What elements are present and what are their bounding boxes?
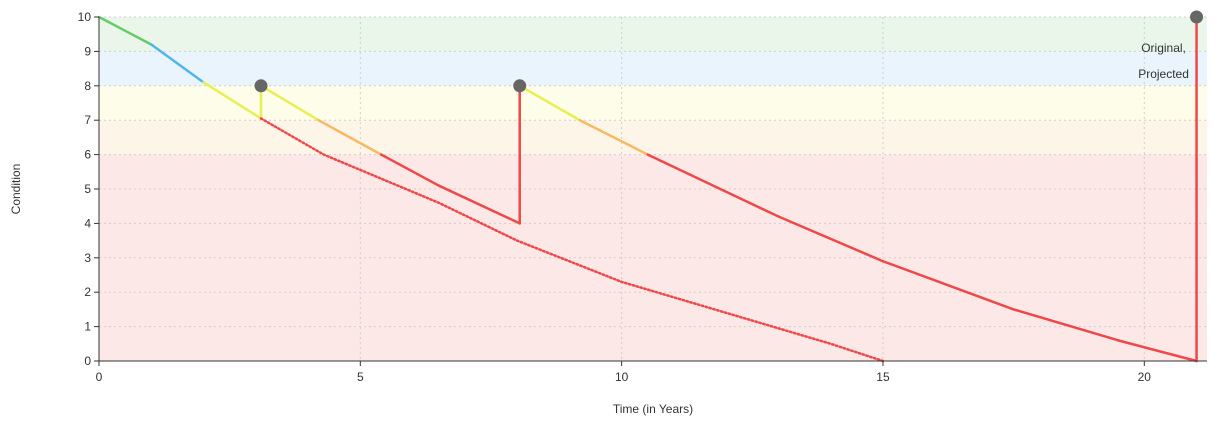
series-segment-4 — [259, 84, 320, 122]
series-segment-1 — [150, 43, 205, 84]
grid-lines — [99, 16, 1207, 361]
y-tick-label-5: 5 — [84, 182, 91, 196]
series-segment-5 — [317, 118, 383, 156]
condition-band-1 — [99, 120, 1207, 155]
annotation-original: Original, — [1141, 41, 1186, 55]
series-segment-2 — [202, 81, 263, 120]
y-tick-label-7: 7 — [84, 113, 91, 127]
series-segment-6 — [379, 153, 440, 187]
x-tick-label-20: 20 — [1138, 370, 1152, 384]
y-axis-title: Condition — [9, 164, 23, 215]
series-lines — [97, 15, 1198, 363]
maintenance-marker-0 — [254, 79, 268, 93]
x-tick-label-0: 0 — [96, 370, 103, 384]
y-tick-label-2: 2 — [84, 285, 91, 299]
series-segment-14 — [1012, 308, 1120, 342]
series-segment-11 — [646, 153, 780, 218]
series-line-original — [259, 117, 885, 363]
series-segment-10 — [578, 118, 650, 156]
y-tick-label-9: 9 — [84, 44, 91, 58]
series-line-projected — [97, 15, 1198, 363]
condition-band-0 — [99, 154, 1207, 361]
y-tick-label-0: 0 — [84, 354, 91, 368]
x-tick-label-5: 5 — [357, 370, 364, 384]
condition-band-3 — [99, 51, 1207, 86]
series-segment-15 — [1116, 339, 1198, 363]
series-segment-12 — [777, 215, 885, 263]
maintenance-marker-2 — [1190, 10, 1204, 24]
annotations: Original, Projected — [1138, 41, 1189, 81]
y-tick-label-8: 8 — [84, 79, 91, 93]
maintenance-markers — [254, 10, 1204, 93]
y-tick-label-1: 1 — [84, 320, 91, 334]
maintenance-marker-1 — [513, 79, 527, 93]
condition-band-4 — [99, 17, 1207, 52]
series-segment-0 — [97, 15, 153, 46]
axes: 0 1 2 3 4 5 6 7 8 9 10 0 5 10 15 20 — [78, 10, 1207, 384]
series-segment-7 — [437, 184, 521, 225]
condition-band-2 — [99, 85, 1207, 121]
annotation-projected: Projected — [1138, 67, 1189, 81]
y-tick-label-3: 3 — [84, 251, 91, 265]
x-tick-label-15: 15 — [876, 370, 890, 384]
x-tick-label-10: 10 — [615, 370, 629, 384]
y-tick-label-6: 6 — [84, 148, 91, 162]
series-segment-9 — [518, 84, 582, 122]
x-axis-title: Time (in Years) — [613, 402, 693, 416]
y-tick-label-4: 4 — [84, 216, 91, 230]
condition-bands — [99, 17, 1207, 361]
series-segment-13 — [881, 259, 1015, 311]
y-tick-label-10: 10 — [78, 10, 92, 24]
